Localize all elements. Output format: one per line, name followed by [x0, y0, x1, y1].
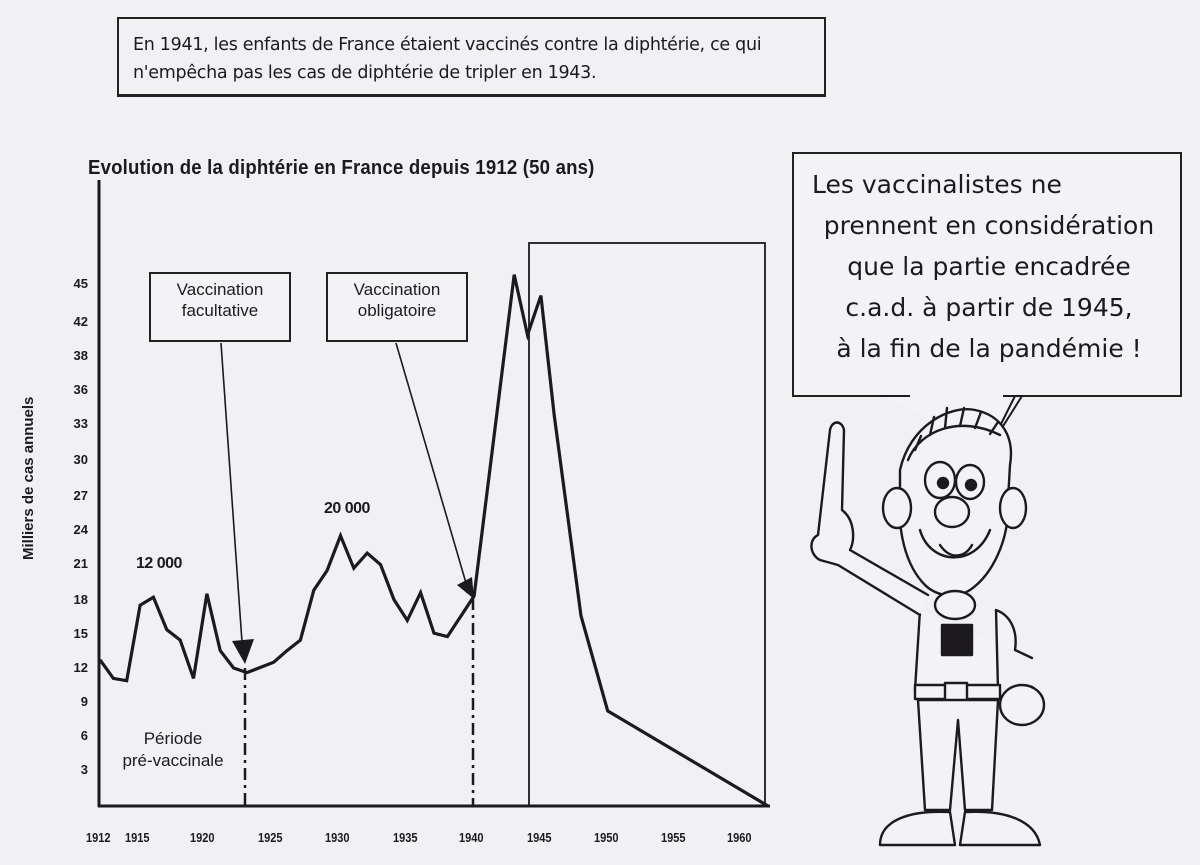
raised-arm-pointing-icon [810, 421, 930, 617]
chart-title: Evolution de la diphtérie en France depu… [88, 157, 595, 179]
y-tick: 3 [80, 762, 88, 777]
speech-line-5: à la fin de la pandémie ! [836, 334, 1142, 363]
arrow-head-obligatoire [457, 577, 474, 599]
y-tick: 21 [73, 556, 88, 571]
shirt-logo-icon [940, 623, 974, 657]
period-line-1: Période [143, 729, 203, 748]
x-tick: 1912 [86, 830, 111, 845]
speech-bubble: Les vaccinalistes ne prennent en considé… [792, 152, 1182, 397]
y-tick: 38 [73, 348, 88, 363]
x-tick: 1960 [727, 830, 752, 845]
x-tick: 1955 [661, 830, 686, 845]
period-line-2: pré-vaccinale [122, 751, 224, 770]
top-note-box: En 1941, les enfants de France étaient v… [117, 17, 826, 97]
top-note-line-1: En 1941, les enfants de France étaient v… [133, 35, 762, 55]
annotation-pre-vaccine-period: Période pré-vaccinale [103, 728, 243, 772]
y-tick: 42 [73, 314, 88, 329]
y-tick: 9 [80, 694, 88, 709]
callout-facultative-line-1: Vaccination [176, 280, 264, 299]
x-tick: 1935 [393, 830, 418, 845]
y-tick: 30 [73, 452, 88, 467]
speech-line-4: c.a.d. à partir de 1945, [845, 293, 1133, 322]
x-tick: 1925 [258, 830, 283, 845]
callout-vaccination-facultative: Vaccination facultative [149, 272, 291, 342]
callout-obligatoire-line-1: Vaccination [353, 280, 441, 299]
x-tick: 1950 [594, 830, 619, 845]
y-tick: 33 [73, 416, 88, 431]
y-tick: 6 [80, 728, 88, 743]
callout-vaccination-obligatoire: Vaccination obligatoire [326, 272, 468, 342]
cartoon-character [810, 395, 1046, 847]
y-tick: 27 [73, 488, 88, 503]
data-series-line [98, 274, 769, 808]
y-tick: 18 [73, 592, 88, 607]
top-note-line-2: n'empêcha pas les cas de diphtérie de tr… [133, 63, 597, 83]
highlight-box-1945 [528, 242, 766, 807]
arrow-head-facultative [232, 639, 254, 664]
callout-obligatoire-line-2: obligatoire [357, 301, 437, 320]
speech-line-2: prennent en considération [823, 211, 1155, 240]
y-tick: 36 [73, 382, 88, 397]
annotation-20000: 20 000 [324, 500, 370, 517]
x-tick: 1920 [190, 830, 215, 845]
y-tick: 24 [73, 522, 88, 537]
x-tick: 1945 [527, 830, 552, 845]
callout-facultative-line-2: facultative [181, 301, 259, 320]
y-tick: 45 [73, 276, 88, 291]
y-tick: 12 [73, 660, 88, 675]
x-tick: 1915 [125, 830, 150, 845]
speech-line-1: Les vaccinalistes ne [812, 170, 1062, 199]
y-tick: 15 [73, 626, 88, 641]
speech-line-3: que la partie encadrée [847, 252, 1131, 281]
arrow-obligatoire [395, 342, 467, 584]
annotation-12000: 12 000 [136, 555, 182, 572]
arrow-facultative [220, 342, 243, 643]
x-tick: 1940 [459, 830, 484, 845]
x-tick: 1930 [325, 830, 350, 845]
